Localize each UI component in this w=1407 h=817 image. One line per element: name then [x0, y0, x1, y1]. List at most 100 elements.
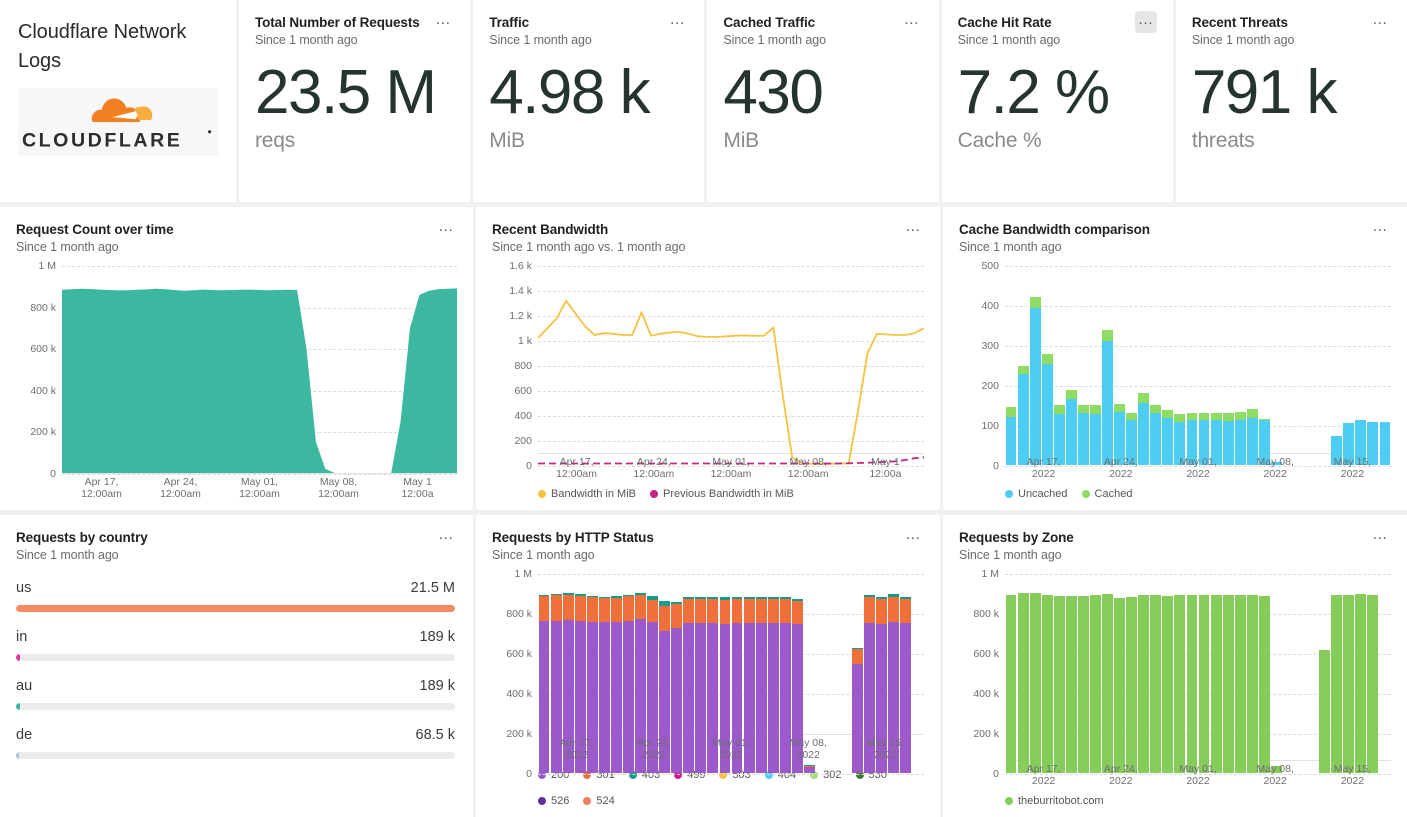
bar-group[interactable]	[1162, 574, 1174, 773]
kpi-menu-button[interactable]: ...	[435, 11, 451, 28]
bar-group[interactable]	[876, 574, 888, 773]
bar-group[interactable]	[803, 574, 815, 773]
bar-group[interactable]	[1379, 266, 1391, 465]
bar-group[interactable]	[1150, 266, 1162, 465]
bar-group[interactable]	[1234, 574, 1246, 773]
bar-group[interactable]	[635, 574, 647, 773]
legend-cache-bandwidth[interactable]: Uncached Cached	[959, 484, 1391, 504]
legend-item[interactable]: Bandwidth in MiB	[538, 488, 636, 500]
bar-group[interactable]	[1077, 574, 1089, 773]
legend-item[interactable]: Uncached	[1005, 488, 1068, 500]
bar-group[interactable]	[1029, 266, 1041, 465]
bar-group[interactable]	[538, 574, 550, 773]
bar-group[interactable]	[1307, 266, 1319, 465]
bar-group[interactable]	[647, 574, 659, 773]
bar-group[interactable]	[1258, 574, 1270, 773]
bar-group[interactable]	[1246, 266, 1258, 465]
bar-group[interactable]	[1282, 574, 1294, 773]
bar-group[interactable]	[1343, 574, 1355, 773]
country-row[interactable]: au 189 k	[16, 678, 455, 710]
panel-menu-button[interactable]: ...	[438, 525, 454, 543]
bar-group[interactable]	[671, 574, 683, 773]
bar-group[interactable]	[1319, 574, 1331, 773]
legend-item[interactable]: 524	[583, 795, 615, 807]
bar-group[interactable]	[1186, 266, 1198, 465]
bar-group[interactable]	[1234, 266, 1246, 465]
bar-group[interactable]	[1029, 574, 1041, 773]
kpi-menu-button[interactable]: ...	[1134, 11, 1157, 33]
bar-group[interactable]	[1053, 266, 1065, 465]
bar-group[interactable]	[1367, 574, 1379, 773]
bar-group[interactable]	[888, 574, 900, 773]
bar-group[interactable]	[659, 574, 671, 773]
bar-group[interactable]	[695, 574, 707, 773]
bar-group[interactable]	[1246, 574, 1258, 773]
bar-group[interactable]	[1367, 266, 1379, 465]
bar-group[interactable]	[1041, 574, 1053, 773]
bar-group[interactable]	[1089, 574, 1101, 773]
bar-group[interactable]	[1270, 574, 1282, 773]
bar-group[interactable]	[791, 574, 803, 773]
bar-group[interactable]	[900, 574, 912, 773]
legend-item[interactable]: Cached	[1081, 488, 1132, 500]
bar-group[interactable]	[767, 574, 779, 773]
bar-group[interactable]	[1005, 266, 1017, 465]
bar-group[interactable]	[1126, 266, 1138, 465]
bar-group[interactable]	[1089, 266, 1101, 465]
bar-group[interactable]	[1065, 266, 1077, 465]
bar-group[interactable]	[1222, 574, 1234, 773]
bar-group[interactable]	[1114, 266, 1126, 465]
panel-menu-button[interactable]: ...	[1372, 525, 1388, 543]
bar-group[interactable]	[1295, 574, 1307, 773]
bar-group[interactable]	[1258, 266, 1270, 465]
bar-group[interactable]	[731, 574, 743, 773]
bar-group[interactable]	[1053, 574, 1065, 773]
bar-group[interactable]	[1198, 574, 1210, 773]
bar-group[interactable]	[622, 574, 634, 773]
bar-group[interactable]	[574, 574, 586, 773]
bar-group[interactable]	[1198, 266, 1210, 465]
panel-menu-button[interactable]: ...	[1372, 218, 1388, 235]
legend-item[interactable]: 302	[810, 769, 842, 781]
bar-group[interactable]	[1102, 266, 1114, 465]
bar-group[interactable]	[1307, 574, 1319, 773]
bar-group[interactable]	[755, 574, 767, 773]
bar-group[interactable]	[1270, 266, 1282, 465]
bar-group[interactable]	[1282, 266, 1294, 465]
bar-group[interactable]	[1005, 574, 1017, 773]
bar-group[interactable]	[852, 574, 864, 773]
bar-group[interactable]	[1162, 266, 1174, 465]
bar-group[interactable]	[1138, 266, 1150, 465]
bar-group[interactable]	[743, 574, 755, 773]
chart-requests-zone[interactable]: 0 200 k 400 k 600 k 800 k 1 M Apr 17, 2022 Apr 2…	[959, 568, 1391, 792]
bar-group[interactable]	[683, 574, 695, 773]
kpi-menu-button[interactable]: ...	[1372, 11, 1388, 28]
chart-requests-status[interactable]: 0 200 k 400 k 600 k 800 k 1 M Apr 17, 2022 Apr 2…	[492, 568, 924, 780]
bar-group[interactable]	[719, 574, 731, 773]
bar-group[interactable]	[610, 574, 622, 773]
bar-group[interactable]	[1017, 574, 1029, 773]
bar-group[interactable]	[1319, 266, 1331, 465]
country-row[interactable]: in 189 k	[16, 629, 455, 661]
legend-item[interactable]: Previous Bandwidth in MiB	[650, 488, 794, 500]
bar-group[interactable]	[864, 574, 876, 773]
legend-item[interactable]: theburritobot.com	[1005, 795, 1104, 807]
bar-group[interactable]	[779, 574, 791, 773]
bar-group[interactable]	[1331, 266, 1343, 465]
bar-group[interactable]	[1017, 266, 1029, 465]
legend-item[interactable]: 526	[538, 795, 569, 807]
bar-group[interactable]	[1186, 574, 1198, 773]
panel-menu-button[interactable]: ...	[905, 218, 921, 235]
chart-cache-bandwidth[interactable]: 0 100 200 300 400 500 Apr 17, 2022 Apr 24, 2022 Ma…	[959, 260, 1391, 484]
bar-group[interactable]	[1126, 574, 1138, 773]
bar-group[interactable]	[1174, 266, 1186, 465]
panel-menu-button[interactable]: ...	[438, 218, 454, 235]
panel-menu-button[interactable]: ...	[905, 525, 921, 543]
bar-group[interactable]	[1343, 266, 1355, 465]
bar-group[interactable]	[562, 574, 574, 773]
bar-group[interactable]	[1379, 574, 1391, 773]
bar-group[interactable]	[1295, 266, 1307, 465]
bar-group[interactable]	[1102, 574, 1114, 773]
bar-group[interactable]	[707, 574, 719, 773]
